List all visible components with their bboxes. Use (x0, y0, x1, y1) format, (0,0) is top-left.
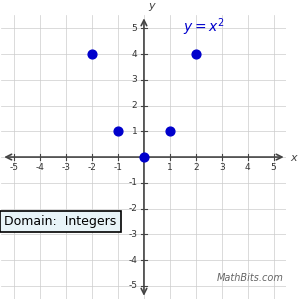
Text: -3: -3 (128, 230, 137, 239)
Text: MathBits.com: MathBits.com (217, 273, 284, 283)
Point (142, 155, 146, 160)
Text: -1: -1 (128, 178, 137, 187)
Text: -5: -5 (128, 281, 137, 290)
Text: -5: -5 (10, 164, 19, 172)
Text: 2: 2 (193, 164, 199, 172)
Text: -4: -4 (36, 164, 45, 172)
Text: 5: 5 (132, 24, 137, 33)
Text: 2: 2 (132, 101, 137, 110)
Point (116, 129, 120, 134)
Text: $y = x^2$: $y = x^2$ (183, 17, 224, 38)
Text: $y$: $y$ (148, 1, 157, 13)
Text: Domain:  Integers: Domain: Integers (4, 215, 116, 228)
Text: 1: 1 (167, 164, 173, 172)
Text: $x$: $x$ (290, 153, 299, 163)
Text: -2: -2 (88, 164, 97, 172)
Text: 1: 1 (132, 127, 137, 136)
Text: 4: 4 (132, 50, 137, 58)
Point (194, 52, 198, 56)
Text: 4: 4 (245, 164, 250, 172)
Text: 5: 5 (271, 164, 276, 172)
Text: 3: 3 (219, 164, 225, 172)
Point (90, 52, 94, 56)
Text: 3: 3 (132, 75, 137, 84)
Text: -1: -1 (113, 164, 122, 172)
Text: -3: -3 (62, 164, 71, 172)
Point (167, 129, 172, 134)
Text: -2: -2 (129, 204, 137, 213)
Text: -4: -4 (129, 256, 137, 265)
